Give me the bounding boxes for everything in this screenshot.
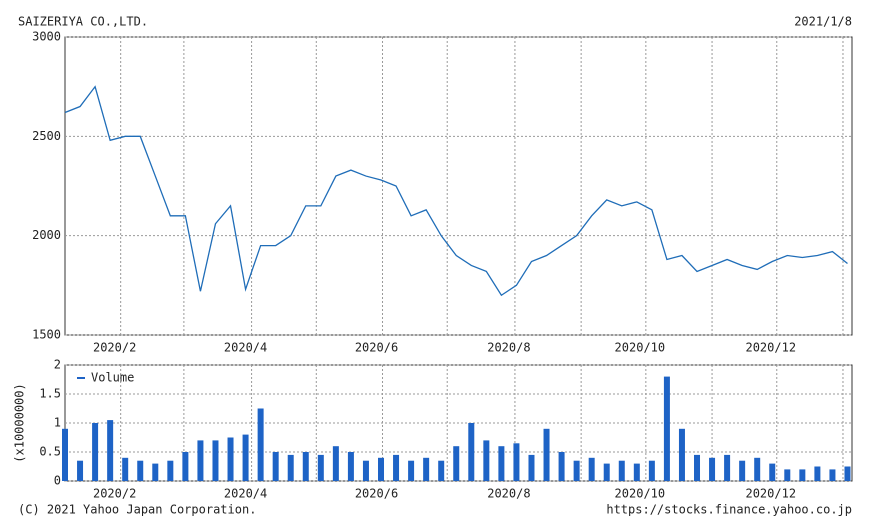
volume-bar bbox=[317, 454, 324, 481]
volume-bar bbox=[302, 452, 309, 481]
volume-bar bbox=[182, 452, 189, 481]
volume-bar bbox=[739, 460, 746, 481]
volume-bar bbox=[393, 454, 400, 481]
volume-bar bbox=[769, 463, 776, 481]
volume-bar bbox=[784, 469, 791, 481]
volume-bar bbox=[137, 460, 144, 481]
y-tick-label: 1 bbox=[54, 416, 61, 430]
volume-bar bbox=[92, 423, 99, 481]
x-tick-label: 2020/2 bbox=[93, 487, 136, 501]
volume-bar bbox=[227, 437, 234, 481]
volume-bar bbox=[663, 376, 670, 481]
volume-bar bbox=[107, 420, 114, 481]
volume-bar bbox=[694, 454, 701, 481]
y-axis-label: (x10000000) bbox=[13, 383, 27, 462]
source-url: https://stocks.finance.yahoo.co.jp bbox=[606, 503, 852, 517]
volume-bar bbox=[287, 454, 294, 481]
x-tick-label: 2020/12 bbox=[745, 341, 796, 355]
y-tick-label: 2500 bbox=[32, 129, 61, 143]
volume-bar bbox=[573, 460, 580, 481]
volume-bar bbox=[844, 466, 851, 481]
chart-title: SAIZERIYA CO.,LTD. bbox=[18, 15, 148, 29]
volume-bar bbox=[77, 460, 84, 481]
y-tick-label: 3000 bbox=[32, 30, 61, 44]
x-tick-label: 2020/4 bbox=[224, 341, 267, 355]
volume-bar bbox=[347, 452, 354, 481]
volume-bar bbox=[197, 440, 204, 481]
chart-date: 2021/1/8 bbox=[794, 15, 852, 29]
x-tick-label: 2020/2 bbox=[93, 341, 136, 355]
volume-bar bbox=[829, 469, 836, 481]
volume-bar bbox=[438, 460, 445, 481]
volume-bar bbox=[678, 428, 685, 481]
volume-bar bbox=[423, 457, 430, 481]
volume-bar bbox=[724, 454, 731, 481]
y-tick-label: 0 bbox=[54, 474, 61, 488]
x-tick-label: 2020/10 bbox=[615, 487, 666, 501]
volume-bar bbox=[709, 457, 716, 481]
legend-label: Volume bbox=[91, 371, 134, 385]
volume-bar bbox=[152, 463, 159, 481]
volume-bar bbox=[498, 446, 505, 481]
volume-bar bbox=[167, 460, 174, 481]
volume-bar bbox=[618, 460, 625, 481]
volume-bar bbox=[799, 469, 806, 481]
x-tick-label: 2020/6 bbox=[355, 487, 398, 501]
volume-bar bbox=[378, 457, 385, 481]
x-tick-label: 2020/8 bbox=[487, 487, 530, 501]
x-tick-label: 2020/8 bbox=[487, 341, 530, 355]
volume-bar bbox=[122, 457, 129, 481]
price-line bbox=[64, 85, 848, 297]
volume-bar bbox=[754, 457, 761, 481]
x-tick-label: 2020/12 bbox=[745, 487, 796, 501]
y-tick-label: 2 bbox=[54, 358, 61, 372]
volume-bar bbox=[814, 466, 821, 481]
volume-bar bbox=[558, 452, 565, 481]
volume-bar bbox=[528, 454, 535, 481]
y-tick-label: 1500 bbox=[32, 328, 61, 342]
volume-bar bbox=[212, 440, 219, 481]
copyright: (C) 2021 Yahoo Japan Corporation. bbox=[18, 503, 256, 517]
y-tick-label: 0.5 bbox=[39, 445, 61, 459]
x-tick-label: 2020/10 bbox=[615, 341, 666, 355]
volume-bar bbox=[242, 434, 249, 481]
volume-bar bbox=[272, 452, 279, 481]
x-tick-label: 2020/4 bbox=[224, 487, 267, 501]
volume-bar bbox=[633, 463, 640, 481]
volume-bar bbox=[513, 443, 520, 481]
volume-bar bbox=[62, 428, 68, 481]
volume-bar bbox=[362, 460, 369, 481]
volume-bar bbox=[332, 446, 339, 481]
volume-bar bbox=[588, 457, 595, 481]
plot-area bbox=[64, 36, 853, 336]
y-tick-label: 2000 bbox=[32, 228, 61, 242]
volume-bar bbox=[257, 408, 264, 481]
volume-bar bbox=[603, 463, 610, 481]
volume-bar bbox=[408, 460, 415, 481]
volume-bar bbox=[453, 446, 460, 481]
volume-bar bbox=[468, 423, 475, 481]
volume-bar bbox=[543, 428, 550, 481]
volume-bar bbox=[648, 460, 655, 481]
volume-bar bbox=[483, 440, 490, 481]
y-tick-label: 1.5 bbox=[39, 387, 61, 401]
x-tick-label: 2020/6 bbox=[355, 341, 398, 355]
